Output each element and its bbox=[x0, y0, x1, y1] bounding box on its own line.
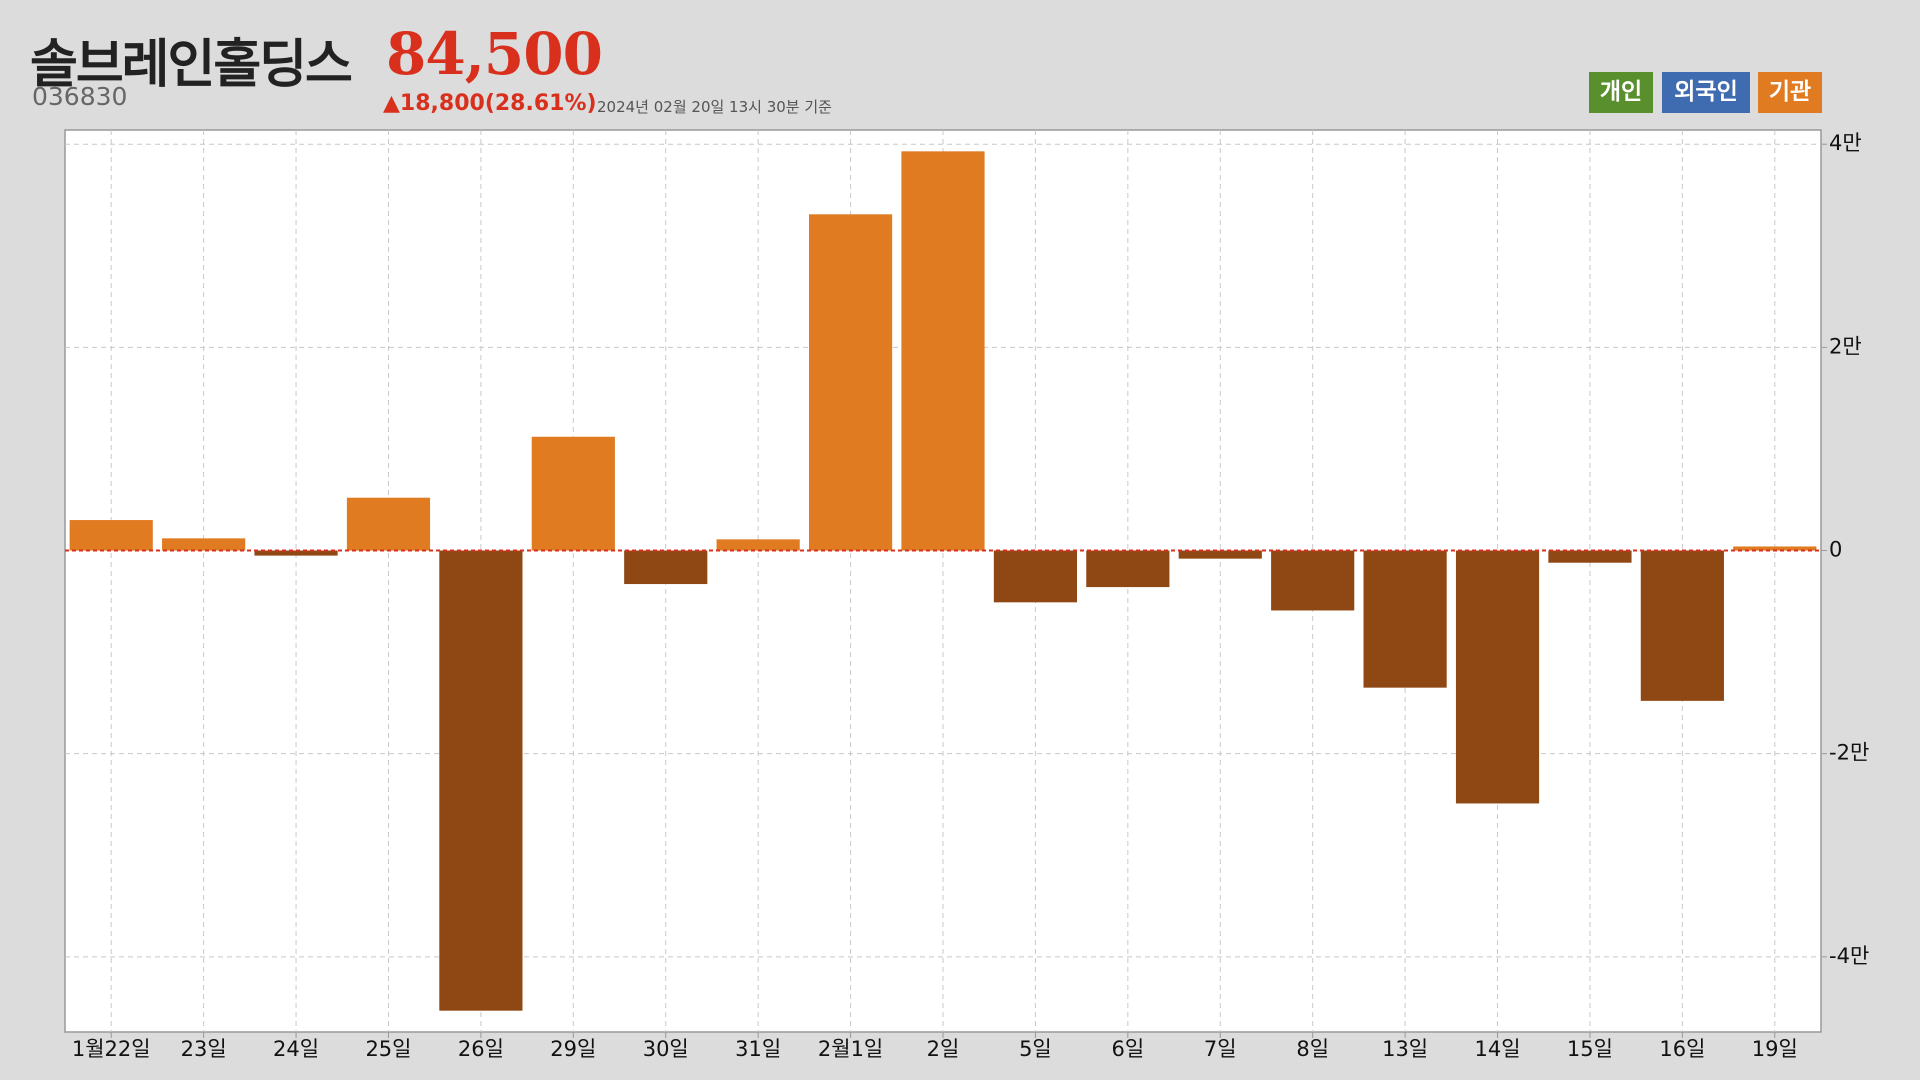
stock-code: 036830 bbox=[32, 82, 128, 111]
bar bbox=[993, 550, 1078, 603]
bar bbox=[1548, 550, 1632, 563]
y-tick-label: -2만 bbox=[1829, 741, 1869, 765]
x-tick-label: 26일 bbox=[458, 1037, 504, 1061]
x-tick-label: 15일 bbox=[1567, 1037, 1613, 1061]
y-tick-label: 2만 bbox=[1829, 334, 1862, 358]
x-tick-label: 2일 bbox=[927, 1037, 960, 1061]
price: 84,500 bbox=[386, 20, 603, 88]
bar bbox=[69, 520, 153, 551]
bar bbox=[1271, 550, 1355, 611]
x-tick-label: 30일 bbox=[643, 1037, 689, 1061]
x-tick-label: 25일 bbox=[365, 1037, 411, 1061]
bar bbox=[808, 214, 893, 551]
bar bbox=[531, 436, 615, 551]
x-tick-label: 19일 bbox=[1752, 1037, 1798, 1061]
investor-button[interactable]: 개인 bbox=[1589, 72, 1653, 113]
y-tick-label: 4만 bbox=[1829, 131, 1862, 155]
x-tick-label: 2월1일 bbox=[818, 1037, 883, 1061]
timestamp: 2024년 02월 20일 13시 30분 기준 bbox=[597, 98, 832, 116]
x-tick-label: 8일 bbox=[1296, 1037, 1329, 1061]
stock-name: 솔브레인홀딩스 bbox=[30, 35, 353, 95]
investor-button[interactable]: 외국인 bbox=[1662, 72, 1750, 113]
investor-button[interactable]: 기관 bbox=[1758, 72, 1822, 113]
y-tick-label: -4만 bbox=[1829, 944, 1869, 968]
price-change: ▲18,800(28.61%) bbox=[383, 91, 597, 116]
bar bbox=[1086, 550, 1170, 588]
bar bbox=[162, 538, 246, 551]
x-tick-label: 23일 bbox=[181, 1037, 227, 1061]
bar bbox=[716, 539, 800, 551]
x-tick-label: 13일 bbox=[1382, 1037, 1428, 1061]
x-tick-label: 14일 bbox=[1475, 1037, 1521, 1061]
bar bbox=[1640, 550, 1724, 701]
bar bbox=[1363, 550, 1447, 688]
x-tick-label: 7일 bbox=[1204, 1037, 1237, 1061]
y-tick-label: 0 bbox=[1829, 538, 1842, 562]
bar bbox=[346, 497, 431, 551]
bar bbox=[439, 550, 523, 1011]
bar bbox=[1733, 546, 1817, 551]
bar bbox=[901, 151, 985, 551]
x-tick-label: 29일 bbox=[550, 1037, 596, 1061]
x-tick-label: 6일 bbox=[1111, 1037, 1144, 1061]
x-tick-label: 31일 bbox=[735, 1037, 781, 1061]
bar bbox=[254, 550, 338, 556]
bar bbox=[1455, 550, 1540, 804]
x-tick-label: 1월22일 bbox=[72, 1037, 151, 1061]
bar bbox=[1178, 550, 1262, 559]
x-tick-label: 5일 bbox=[1019, 1037, 1052, 1061]
bar bbox=[624, 550, 708, 585]
x-tick-label: 24일 bbox=[273, 1037, 319, 1061]
x-tick-label: 16일 bbox=[1659, 1037, 1705, 1061]
